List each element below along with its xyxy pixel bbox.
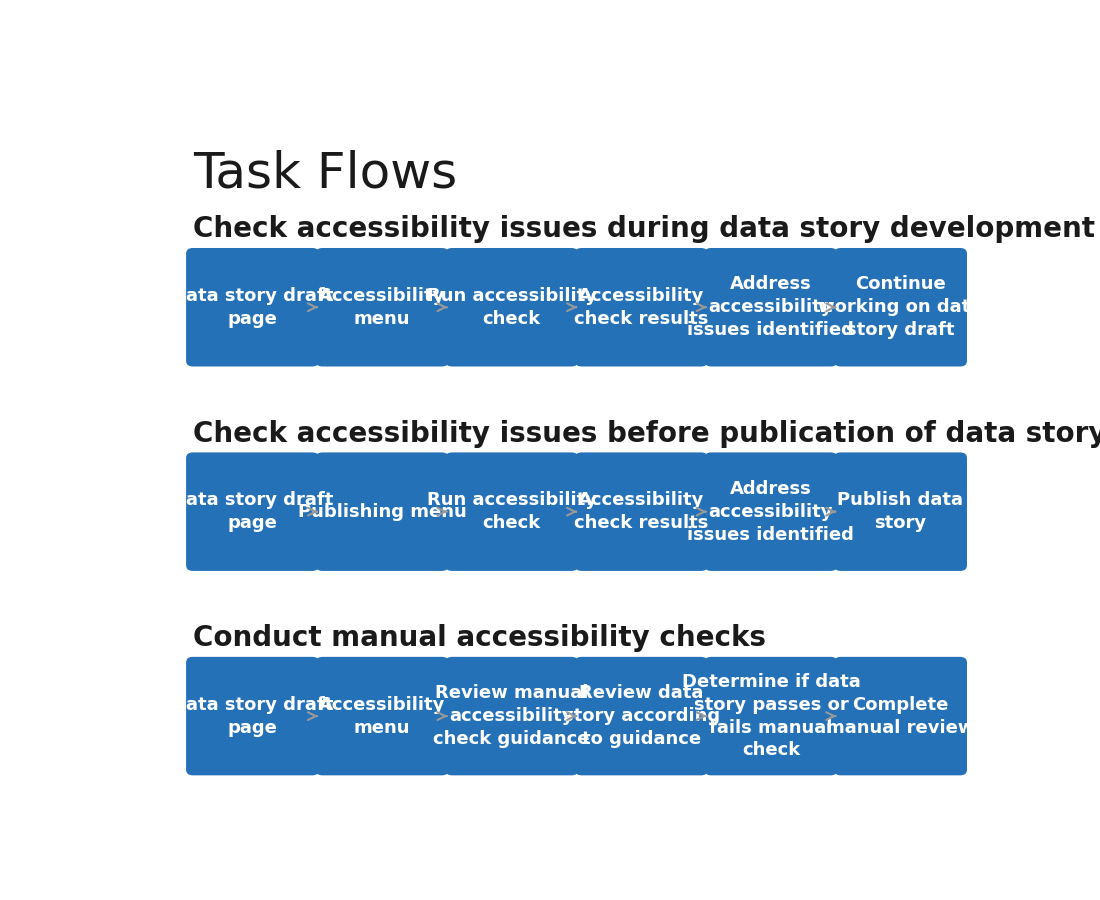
FancyBboxPatch shape — [704, 248, 837, 366]
Text: Publishing menu: Publishing menu — [298, 503, 466, 521]
Text: Continue
working on data
story draft: Continue working on data story draft — [818, 275, 982, 339]
Text: Check accessibility issues before publication of data story: Check accessibility issues before public… — [192, 419, 1100, 448]
Text: Complete
manual review: Complete manual review — [826, 696, 975, 736]
FancyBboxPatch shape — [704, 657, 837, 776]
Text: Review manual
accessibility
check guidance: Review manual accessibility check guidan… — [433, 684, 590, 748]
Text: Determine if data
story passes or
fails manual
check: Determine if data story passes or fails … — [682, 673, 860, 760]
Text: Accessibility
menu: Accessibility menu — [319, 287, 446, 328]
Text: Accessibility
check results: Accessibility check results — [574, 491, 708, 532]
FancyBboxPatch shape — [834, 248, 967, 366]
FancyBboxPatch shape — [316, 453, 449, 571]
FancyBboxPatch shape — [446, 657, 579, 776]
Text: Conduct manual accessibility checks: Conduct manual accessibility checks — [192, 625, 766, 652]
FancyBboxPatch shape — [446, 248, 579, 366]
FancyBboxPatch shape — [316, 248, 449, 366]
Text: Accessibility
menu: Accessibility menu — [319, 696, 446, 736]
Text: Data story draft
page: Data story draft page — [172, 287, 333, 328]
Text: Address
accessibility
issues identified: Address accessibility issues identified — [688, 275, 855, 339]
Text: Accessibility
check results: Accessibility check results — [574, 287, 708, 328]
Text: Data story draft
page: Data story draft page — [172, 491, 333, 532]
FancyBboxPatch shape — [575, 248, 707, 366]
FancyBboxPatch shape — [186, 248, 319, 366]
Text: Address
accessibility
issues identified: Address accessibility issues identified — [688, 480, 855, 544]
FancyBboxPatch shape — [575, 657, 707, 776]
Text: Publish data
story: Publish data story — [837, 491, 964, 532]
Text: Run accessibility
check: Run accessibility check — [427, 287, 596, 328]
FancyBboxPatch shape — [446, 453, 579, 571]
FancyBboxPatch shape — [316, 657, 449, 776]
Text: Run accessibility
check: Run accessibility check — [427, 491, 596, 532]
FancyBboxPatch shape — [186, 657, 319, 776]
Text: Task Flows: Task Flows — [192, 149, 458, 198]
Text: Review data
story according
to guidance: Review data story according to guidance — [563, 684, 719, 748]
FancyBboxPatch shape — [575, 453, 707, 571]
Text: Data story draft
page: Data story draft page — [172, 696, 333, 736]
Text: Check accessibility issues during data story development: Check accessibility issues during data s… — [192, 215, 1094, 243]
FancyBboxPatch shape — [834, 657, 967, 776]
FancyBboxPatch shape — [834, 453, 967, 571]
FancyBboxPatch shape — [704, 453, 837, 571]
FancyBboxPatch shape — [186, 453, 319, 571]
